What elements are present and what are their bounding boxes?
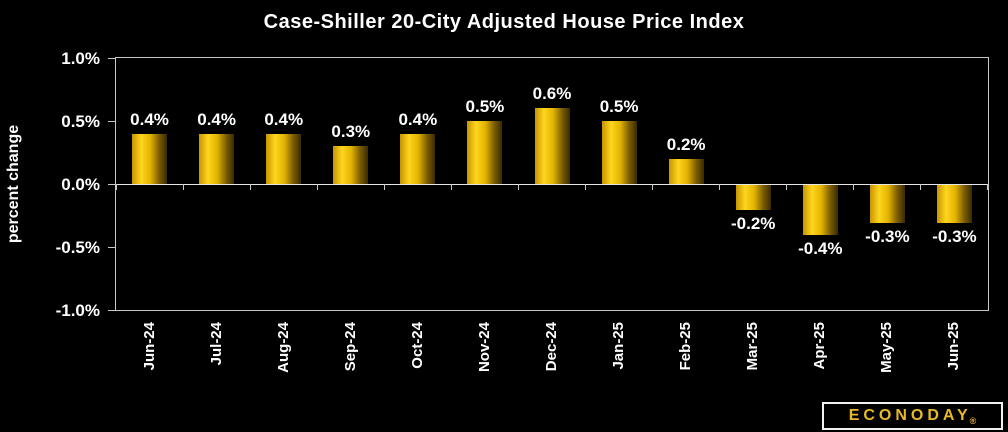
x-axis-tick (853, 184, 855, 190)
econoday-logo: ECONODAY ® (822, 402, 1003, 430)
y-axis-title: percent change (5, 124, 22, 244)
bar-sep-24 (333, 146, 369, 184)
value-label: -0.2% (731, 214, 776, 234)
value-label: 0.4% (398, 109, 438, 129)
bar-nov-24 (467, 121, 503, 184)
x-axis-label: Jun-25 (945, 322, 963, 371)
bar-feb-25 (668, 158, 704, 184)
x-axis-label: May-25 (878, 322, 896, 373)
x-axis-label: Mar-25 (744, 322, 762, 371)
bar-jul-24 (199, 133, 235, 184)
x-axis-label: Jun-24 (140, 322, 158, 371)
x-axis-label: Aug-24 (274, 322, 292, 373)
x-axis-tick (920, 184, 922, 190)
value-label: 0.3% (331, 122, 371, 142)
y-axis-tick (108, 309, 115, 311)
plot-area: 0.4% 0.4% 0.4% 0.3% 0.4% 0.5% 0.6% 0.5% 0.2% -0.2… (108, 57, 989, 311)
y-axis-tick (108, 246, 115, 248)
y-axis-tick (108, 57, 115, 59)
x-axis-tick (719, 184, 721, 190)
bar-oct-24 (400, 133, 436, 184)
y-tick-label: -0.5% (55, 237, 100, 257)
x-axis-label: Feb-25 (677, 322, 695, 371)
value-label: -0.3% (865, 226, 910, 246)
bar-jun-25 (936, 185, 972, 223)
y-axis-tick (108, 183, 115, 185)
x-axis-tick (450, 184, 452, 190)
y-tick-label: -1.0% (55, 300, 100, 320)
registered-mark-icon: ® (969, 416, 977, 426)
x-axis-label: Nov-24 (475, 322, 493, 373)
bar-may-25 (869, 185, 905, 223)
y-tick-label: 0.0% (61, 174, 100, 194)
value-label: 0.4% (197, 109, 236, 129)
value-label: 0.5% (599, 97, 639, 116)
x-axis-tick (585, 184, 587, 190)
value-label: 0.4% (130, 109, 169, 129)
x-axis-label: Oct-24 (408, 322, 426, 369)
value-label: -0.3% (932, 226, 977, 246)
y-tick-label: 0.5% (61, 111, 100, 131)
x-axis-tick (182, 184, 184, 190)
bar-aug-24 (266, 133, 302, 184)
bar-jun-24 (132, 133, 168, 184)
x-axis-tick (116, 184, 117, 190)
x-axis-tick (383, 184, 385, 190)
x-axis-tick (249, 184, 251, 190)
bar-apr-25 (802, 185, 838, 236)
x-axis-tick (987, 184, 988, 190)
value-label: 0.6% (532, 84, 572, 104)
value-label: 0.5% (465, 97, 505, 116)
x-axis-label: Apr-25 (811, 322, 829, 370)
chart-title: Case-Shiller 20-City Adjusted House Pric… (263, 11, 745, 33)
y-axis-tick (108, 120, 115, 122)
x-axis-tick (652, 184, 654, 190)
bar-dec-24 (534, 108, 570, 184)
y-tick-label: 1.0% (61, 48, 100, 68)
x-axis-tick (316, 184, 318, 190)
x-axis-tick (517, 184, 519, 190)
value-label: -0.4% (798, 239, 843, 259)
econoday-logo-text: ECONODAY (848, 407, 972, 424)
x-axis-label: Dec-24 (543, 322, 560, 372)
x-axis-label: Jan-25 (610, 322, 628, 370)
bar-jan-25 (601, 121, 637, 184)
x-axis-zero-line (116, 183, 988, 185)
bar-mar-25 (735, 185, 771, 211)
value-label: 0.2% (666, 134, 706, 154)
x-axis-label: Jul-24 (207, 322, 225, 366)
x-axis-tick (786, 184, 788, 190)
value-label: 0.4% (264, 109, 304, 129)
x-axis-label: Sep-24 (341, 322, 359, 372)
